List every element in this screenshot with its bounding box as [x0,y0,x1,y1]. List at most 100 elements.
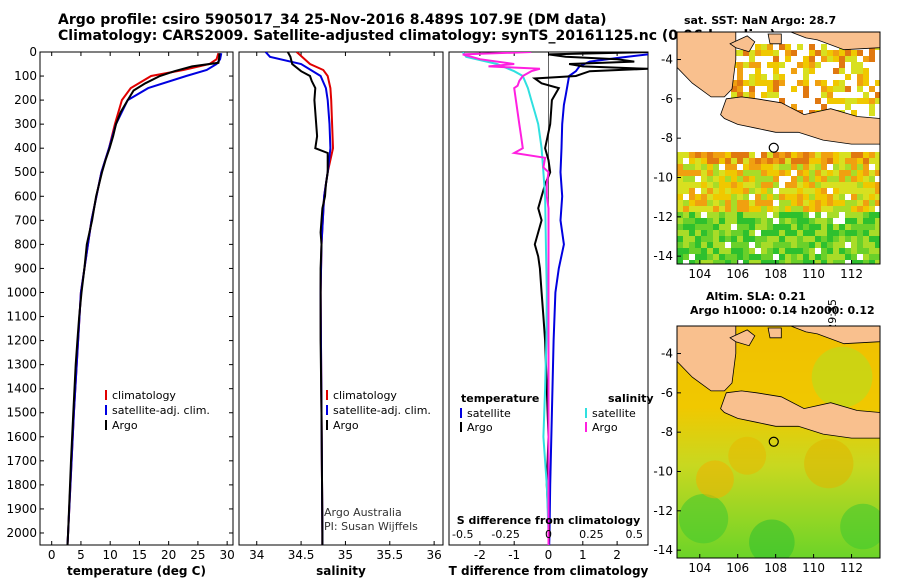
sst-cell [827,206,833,212]
salinity-tick-label: 0.5 [626,528,644,541]
sst-cell [755,158,761,164]
sst-cell [839,62,845,68]
sla-blob [840,503,880,550]
sst-cell [707,176,713,182]
salinity-tick-label: -0.25 [491,528,519,541]
sst-cell [827,212,833,218]
sst-cell [773,92,779,98]
sst-cell [791,254,797,260]
sst-cell [833,200,839,206]
sst-cell [731,182,737,188]
sst-cell [809,158,815,164]
sst-cell [779,80,785,86]
sst-cell [821,164,827,170]
sst-cell [863,242,869,248]
map-y-tick-label: -14 [653,249,673,263]
map-x-tick-label: 112 [840,267,863,281]
sst-cell [875,80,880,86]
sst-map: 104 106 108 110 112 -4 -6 -8 -10 -12 -14 [653,31,881,281]
sst-cell [719,248,725,254]
sst-cell [683,176,689,182]
sst-cell [845,212,851,218]
sla-blob [804,438,854,489]
sst-cell [719,200,725,206]
sst-cell [809,224,815,230]
sst-cell [713,158,719,164]
difference-line-t-argo [531,52,648,545]
sst-cell [815,80,821,86]
sst-cell [827,248,833,254]
sst-cell [749,248,755,254]
sst-cell [689,206,695,212]
sst-cell [803,224,809,230]
sst-cell [809,242,815,248]
sst-cell [755,206,761,212]
sst-cell [833,224,839,230]
sst-cell [833,68,839,74]
sst-cell [791,224,797,230]
sst-cell [683,230,689,236]
sst-cell [863,92,869,98]
sst-cell [755,44,761,50]
temperature-line-argo [66,53,221,545]
sst-cell [809,194,815,200]
sst-cell [791,50,797,56]
sst-cell [743,242,749,248]
sst-cell [875,164,880,170]
sst-cell [851,194,857,200]
sst-cell [689,158,695,164]
sst-cell [743,170,749,176]
sst-cell [749,50,755,56]
sst-cell [701,158,707,164]
sst-cell [803,230,809,236]
map-x-tick-label: 108 [764,267,787,281]
sst-cell [749,212,755,218]
sst-cell [755,236,761,242]
sst-cell [857,230,863,236]
sst-cell [803,74,809,80]
sst-cell [875,92,880,98]
sst-cell [725,200,731,206]
sst-cell [719,236,725,242]
sst-cell [797,44,803,50]
map-x-tick-label: 108 [764,561,787,575]
sst-cell [695,206,701,212]
sst-cell [857,170,863,176]
sst-cell [773,206,779,212]
sst-cell [797,182,803,188]
sst-cell [713,152,719,158]
sla-map-title-1: Altim. SLA: 0.21 [706,290,806,303]
sst-cell [707,200,713,206]
sst-cell [707,236,713,242]
sst-cell [827,236,833,242]
sst-cell [827,224,833,230]
sst-cell [791,230,797,236]
sla-blob [695,460,734,499]
legend-label: satellite-adj. clim. [112,404,210,417]
sst-cell [785,164,791,170]
sst-cell [803,242,809,248]
x-tick-label: 5 [77,548,85,562]
y-tick-label: 1800 [6,478,37,492]
difference-line-s-satellite [461,52,550,545]
sst-cell [707,260,713,264]
sst-cell [683,212,689,218]
sst-cell [815,194,821,200]
sst-cell [791,242,797,248]
sst-cell [851,170,857,176]
sst-cell [875,236,880,242]
sst-cell [785,194,791,200]
sst-cell [761,194,767,200]
sst-cell [749,188,755,194]
argo-position-marker [768,436,779,447]
sst-cell [791,164,797,170]
sst-cell [869,254,875,260]
sst-cell [809,44,815,50]
sst-cell [773,74,779,80]
sst-cell [707,224,713,230]
borneo-land [790,32,880,51]
sst-cell [731,230,737,236]
sst-cell [677,200,683,206]
sst-cell [851,164,857,170]
sst-cell [701,182,707,188]
